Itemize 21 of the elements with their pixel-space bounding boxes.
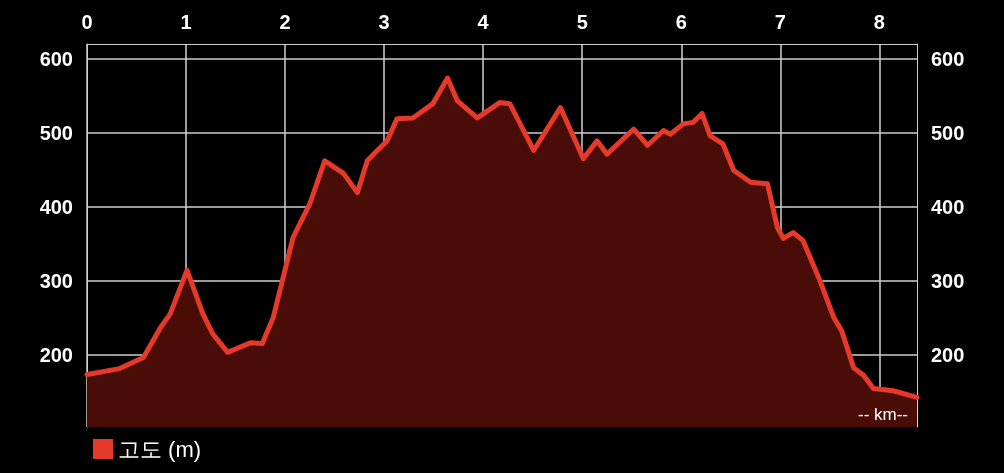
x-tick-label: 2 <box>279 11 291 33</box>
y-tick-label: 200 <box>39 343 73 366</box>
x-tick-label: 1 <box>180 11 192 33</box>
y2-tick-label: 300 <box>931 269 965 292</box>
x-tick-label: 0 <box>81 11 93 33</box>
y2-tick-label: 600 <box>931 47 965 70</box>
x-tick-label: 7 <box>774 11 786 33</box>
y2-tick-label: 500 <box>931 121 965 144</box>
y-tick-label: 500 <box>39 121 73 144</box>
y-tick-label: 600 <box>39 47 73 70</box>
x-axis-title: -- km-- <box>857 405 908 424</box>
y-tick-label: 400 <box>39 195 73 218</box>
x-tick-label: 6 <box>675 11 687 33</box>
x-tick-label: 4 <box>477 11 490 33</box>
x-tick-label: 8 <box>873 11 885 33</box>
y2-tick-label: 400 <box>931 195 965 218</box>
x-tick-label: 3 <box>378 11 390 33</box>
legend-label: 고도 (m) <box>118 436 202 462</box>
x-tick-label: 5 <box>576 11 588 33</box>
y2-tick-label: 200 <box>931 343 965 366</box>
y-tick-label: 300 <box>39 269 73 292</box>
